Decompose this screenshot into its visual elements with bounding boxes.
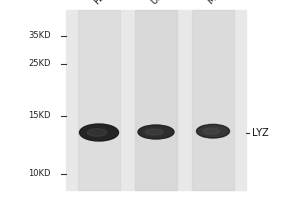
Bar [78, 10, 120, 190]
Ellipse shape [196, 124, 230, 138]
Text: HL-60: HL-60 [93, 0, 118, 6]
Ellipse shape [138, 125, 174, 139]
Text: 25KD: 25KD [28, 60, 51, 68]
Text: 15KD: 15KD [28, 112, 51, 120]
Bar [135, 10, 177, 190]
Bar [192, 10, 234, 190]
Text: 35KD: 35KD [28, 31, 51, 40]
Ellipse shape [80, 124, 118, 141]
Ellipse shape [87, 129, 107, 136]
Ellipse shape [203, 128, 220, 134]
Text: Mouse lung: Mouse lung [207, 0, 250, 6]
Ellipse shape [145, 129, 163, 135]
Text: 10KD: 10KD [28, 170, 51, 178]
Bar [66, 10, 246, 190]
Text: LYZ: LYZ [252, 128, 269, 138]
Text: U937: U937 [150, 0, 173, 6]
